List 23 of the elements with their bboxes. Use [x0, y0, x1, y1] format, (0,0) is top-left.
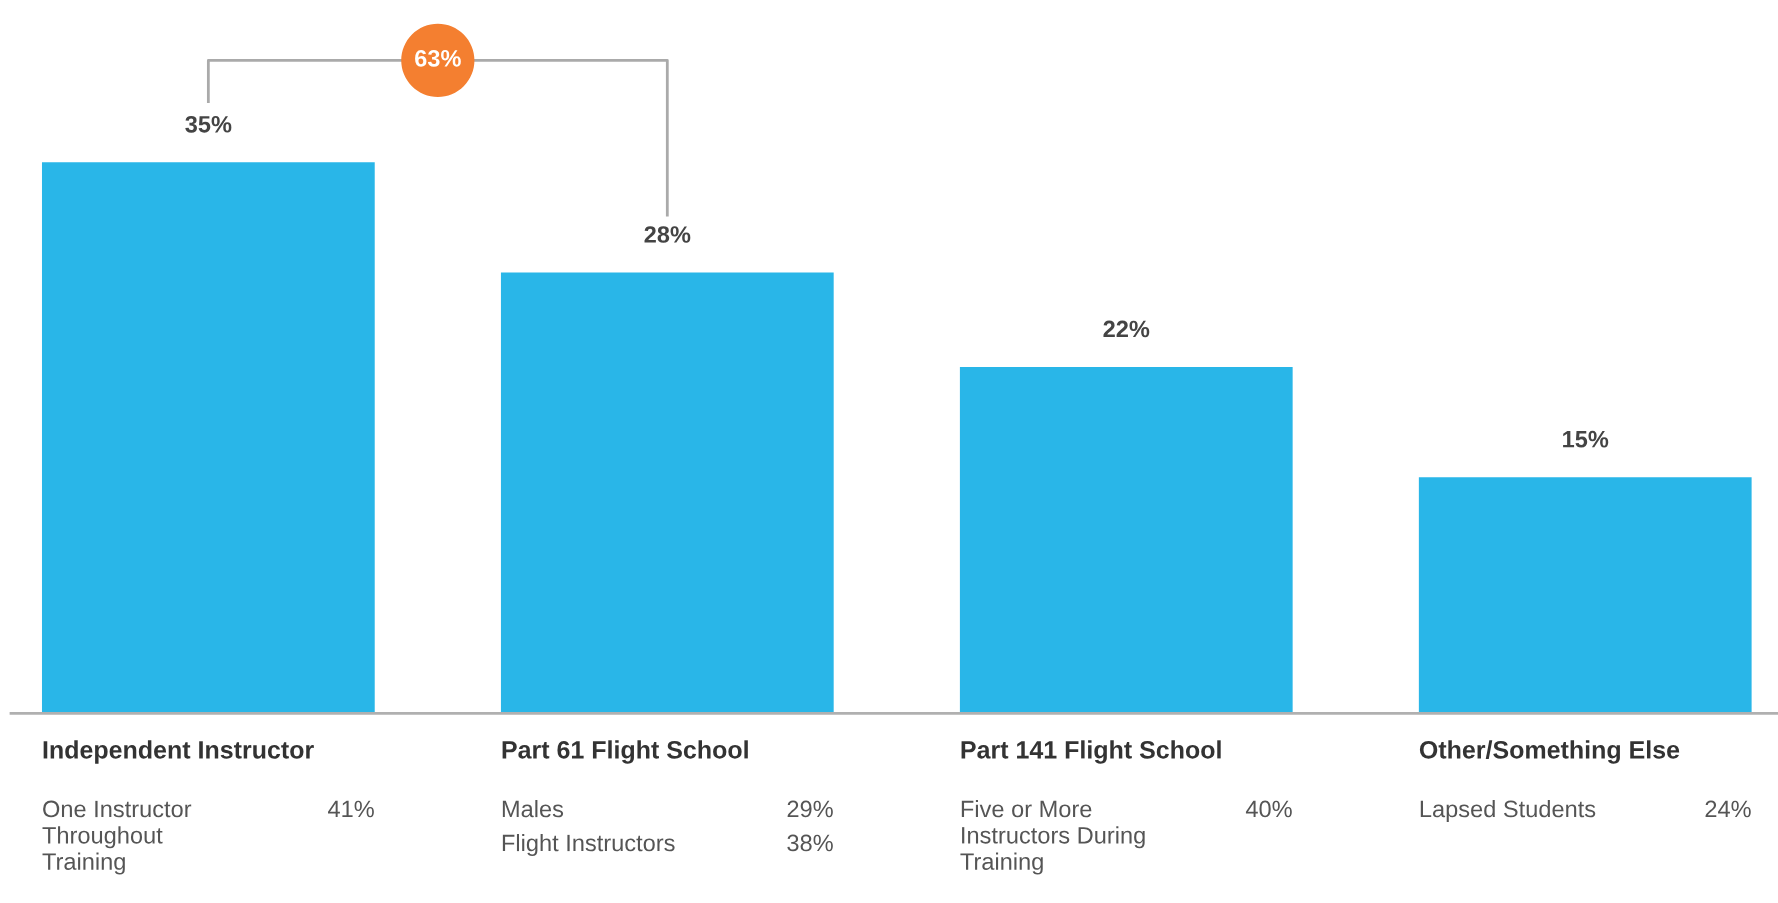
- x-tick-label: Part 61 Flight School: [502, 740, 748, 764]
- text: Five or More Instructors During Training: [960, 800, 1145, 875]
- x-tick-label: Independent Instructor: [43, 740, 314, 764]
- data-label: 28%: [644, 226, 691, 243]
- x-tick-label: Part 141 Flight School: [961, 740, 1221, 764]
- text: 24%: [1705, 800, 1751, 818]
- text: Lapsed Students: [1420, 800, 1596, 823]
- text: 63%: [415, 49, 461, 67]
- bar: [500, 272, 834, 714]
- text: 41%: [328, 800, 374, 818]
- text: 40%: [1245, 800, 1292, 818]
- text: 38%: [787, 834, 833, 852]
- data-label: 35%: [185, 115, 232, 133]
- text: Males: [502, 800, 564, 818]
- text: Flight Instructors: [502, 834, 675, 857]
- text: 29%: [787, 800, 833, 818]
- text: One Instructor Throughout Training: [42, 800, 192, 875]
- bar: [959, 366, 1293, 714]
- x-tick-label: Other/Something Else: [1419, 740, 1680, 764]
- bar: [41, 162, 375, 714]
- data-label: 15%: [1563, 430, 1609, 448]
- data-label: 22%: [1103, 320, 1150, 338]
- bar: [1418, 477, 1752, 714]
